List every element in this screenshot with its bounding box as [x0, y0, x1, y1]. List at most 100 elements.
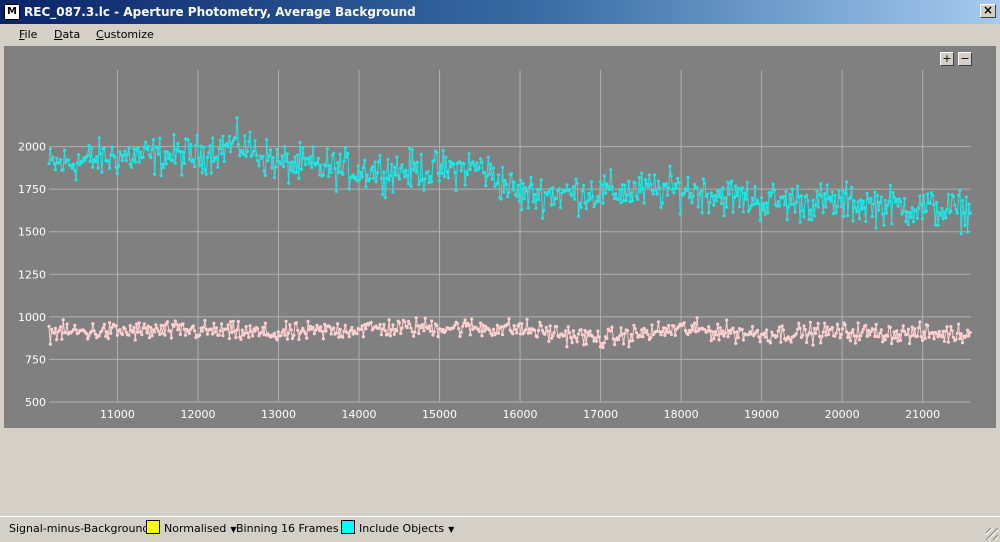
x-tick-label: 16000	[503, 408, 538, 421]
series-1-point	[638, 334, 643, 338]
series-0-point	[732, 195, 737, 199]
plot-area[interactable]: + − 500 750 1000 1250 1500 1750 2000 11000 12000…	[4, 46, 996, 428]
series-0-point	[598, 180, 603, 184]
zoom-in-button[interactable]: +	[940, 52, 954, 66]
series-1-point	[435, 323, 439, 327]
series-1-point	[184, 333, 188, 337]
series-0-point	[883, 198, 887, 202]
resize-grip-icon[interactable]	[986, 528, 998, 540]
series-0-point	[221, 134, 225, 138]
series-0-point	[668, 164, 672, 168]
series-0-point	[502, 190, 506, 194]
series-0-point	[942, 210, 947, 214]
series-1-point	[574, 336, 578, 340]
mode-dropdown[interactable]: Signal-minus-Background▼	[9, 522, 160, 535]
series-1-point	[283, 333, 287, 337]
series-0-point	[647, 173, 652, 177]
objects-color-swatch[interactable]	[341, 520, 355, 534]
series-0-point	[812, 214, 816, 218]
series-0-point	[570, 194, 574, 198]
series-1-point	[846, 335, 850, 340]
series-1-point	[175, 322, 179, 326]
series-0-point	[798, 220, 802, 224]
normalised-dropdown[interactable]: Normalised ▼	[164, 522, 237, 535]
series-0-point	[584, 207, 588, 211]
series-0-point	[542, 208, 546, 213]
series-1-point	[60, 337, 64, 341]
series-1-point	[307, 328, 311, 332]
y-tick-label: 1500	[18, 226, 46, 239]
objects-dropdown[interactable]: Include Objects ▼	[359, 522, 454, 535]
menu-data[interactable]: Data	[54, 28, 80, 41]
series-0-point	[142, 145, 146, 149]
series-1-point	[202, 325, 206, 329]
series-0-point	[200, 171, 204, 175]
series-0-point	[272, 176, 277, 180]
series-0-point	[262, 169, 266, 173]
close-icon[interactable]: ×	[980, 4, 996, 18]
series-0-point	[616, 197, 621, 202]
series-1-point	[439, 327, 443, 331]
series-0-point	[373, 160, 377, 164]
series-0-point	[667, 186, 671, 190]
series-1-point	[600, 341, 604, 346]
app-logo-icon: M	[4, 4, 20, 20]
series-0-point	[399, 166, 403, 170]
series-0-point	[332, 151, 336, 156]
series-0-point	[597, 199, 601, 204]
series-1-point	[664, 326, 668, 330]
series-1-point	[579, 328, 583, 332]
series-0-point	[811, 198, 815, 202]
series-0-point	[841, 189, 845, 193]
binning-dropdown[interactable]: Binning 16 Frames▼	[236, 522, 349, 535]
series-1-point	[48, 342, 52, 346]
series-0-point	[716, 189, 720, 193]
series-1-point	[922, 330, 926, 334]
series-0-point	[114, 165, 118, 169]
series-1-point	[633, 327, 637, 331]
normalised-color-swatch[interactable]	[146, 520, 160, 534]
menu-file[interactable]: File	[19, 28, 37, 41]
series-0-point	[391, 190, 395, 194]
menu-customize[interactable]: Customize	[96, 28, 154, 41]
series-1-point	[548, 324, 552, 328]
series-0-point	[281, 165, 286, 169]
series-1-point	[274, 335, 278, 339]
series-0-point	[138, 150, 143, 154]
series-1-point	[672, 324, 676, 328]
series-1-point	[308, 324, 313, 328]
series-0-point	[793, 210, 797, 214]
series-1-point	[324, 329, 328, 333]
series-1-point	[616, 338, 621, 342]
series-1-point	[595, 339, 599, 343]
series-0-point	[386, 157, 390, 161]
series-1-point	[944, 329, 948, 333]
series-1-point	[959, 332, 963, 336]
series-0-point	[464, 170, 468, 174]
series-1-point	[605, 336, 609, 340]
series-1-point	[213, 330, 217, 334]
series-1-point	[656, 320, 661, 324]
series-0-point	[418, 179, 422, 183]
series-0-point	[395, 155, 399, 159]
zoom-out-button[interactable]: −	[958, 52, 972, 66]
series-0-point	[646, 185, 650, 189]
series-0-point	[690, 201, 694, 205]
series-1-point	[221, 334, 225, 338]
series-0-point	[740, 186, 744, 190]
series-0-point	[303, 163, 307, 167]
series-1-point	[391, 323, 395, 327]
series-0-point	[904, 220, 908, 224]
series-1-point	[935, 332, 939, 336]
series-1-point	[869, 330, 873, 334]
series-0-point	[194, 144, 198, 148]
series-0-point	[369, 168, 373, 172]
series-0-point	[64, 161, 68, 165]
series-1-point	[535, 335, 539, 339]
series-0-point	[129, 165, 134, 169]
series-1-point	[249, 329, 253, 334]
series-0-point	[966, 230, 970, 234]
series-1-point	[682, 321, 686, 325]
series-0-point	[473, 168, 478, 172]
series-1-point	[669, 332, 673, 336]
